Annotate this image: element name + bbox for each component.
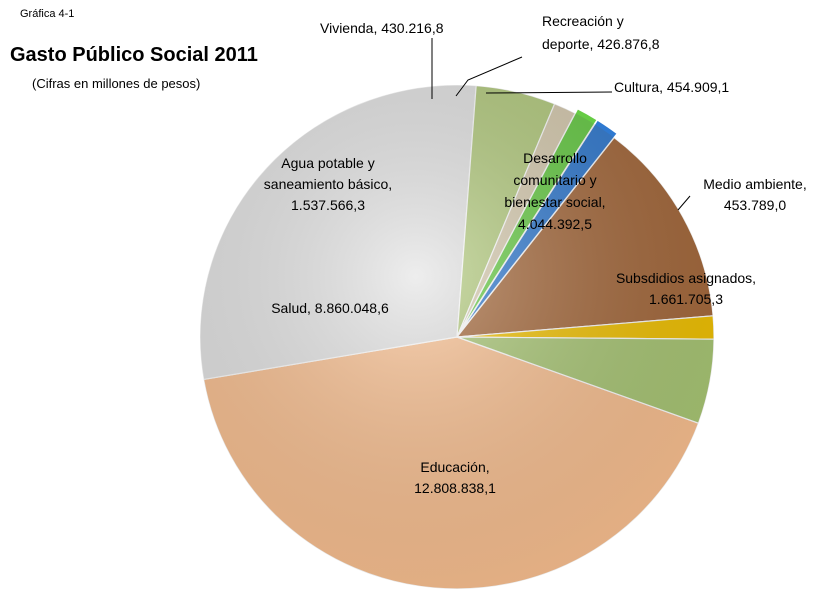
slice-label: Cultura, 454.909,1 [614,79,729,95]
figure-label: Gráfica 4-1 [20,8,75,20]
leader-line [485,91,613,94]
slice-label: Educación, 12.808.838,1 [414,459,496,496]
slice-label: Desarrollo comunitario y bienestar social,… [504,150,605,232]
chart-title: Gasto Público Social 2011 [10,44,258,66]
leader-line [455,56,523,97]
leader-line [677,195,691,211]
slice-label: Agua potable y saneamiento básico, 1.537.5… [264,155,392,213]
pie-slice-salud [199,84,477,381]
slice-label: Vivienda, 430.216,8 [320,20,444,36]
slice-label: Recreación y deporte, 426.876,8 [542,13,660,52]
chart-subtitle: (Cifras en millones de pesos) [32,76,201,91]
slice-label: Salud, 8.860.048,6 [271,300,389,316]
slice-label: Subsdidios asignados, 1.661.705,3 [616,270,756,307]
slice-label: Medio ambiente, 453.789,0 [703,176,807,213]
